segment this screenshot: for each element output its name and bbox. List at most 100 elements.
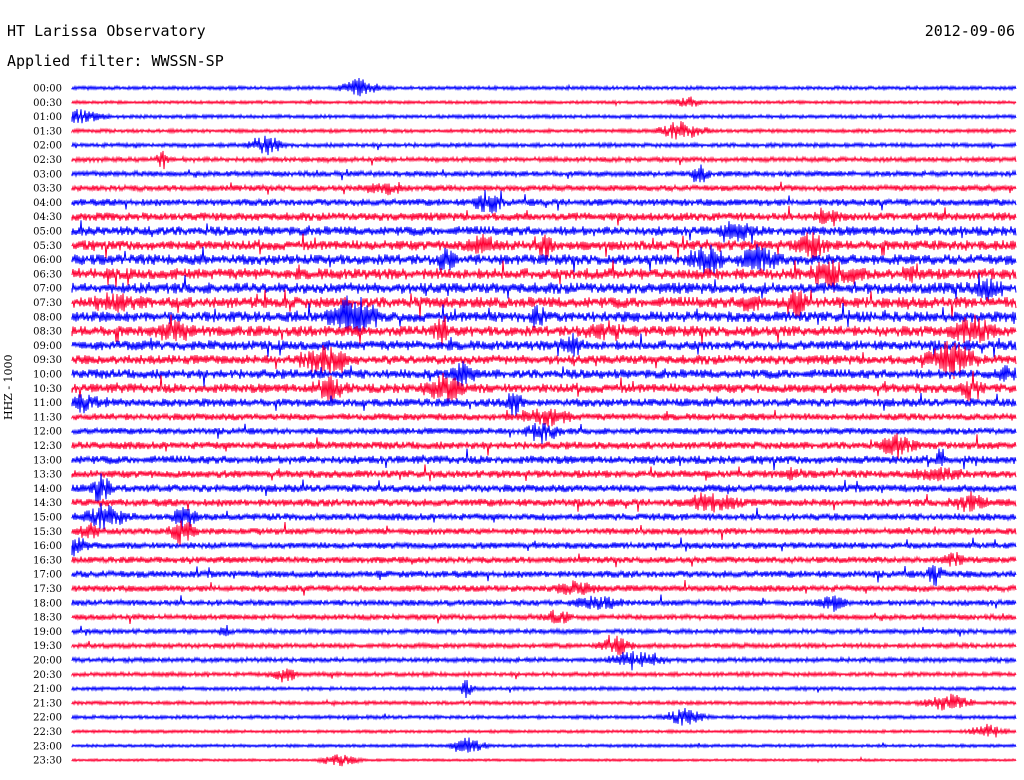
row-time-label: 11:30 <box>33 412 62 423</box>
row-time-label: 17:30 <box>33 584 62 595</box>
row-time-label: 06:00 <box>33 255 62 266</box>
row-time-label: 15:30 <box>33 527 62 538</box>
trace-row <box>71 340 1017 380</box>
row-time-label: 00:30 <box>33 98 62 109</box>
trace-row <box>71 289 1017 319</box>
trace-row <box>71 109 1017 124</box>
trace-row <box>71 295 1017 335</box>
trace-row <box>71 551 1017 568</box>
row-time-label: 01:00 <box>33 112 62 123</box>
trace-row <box>71 634 1017 656</box>
trace-row <box>71 333 1017 358</box>
row-time-label: 16:30 <box>33 555 62 566</box>
trace-row <box>71 503 1017 530</box>
row-time-label: 00:00 <box>33 84 62 95</box>
row-time-label: 04:30 <box>33 212 62 223</box>
row-time-label: 23:30 <box>33 756 62 767</box>
trace-row <box>71 609 1017 624</box>
trace-row <box>71 754 1017 767</box>
row-time-label: 11:00 <box>33 398 62 409</box>
row-time-label: 20:30 <box>33 670 62 681</box>
record-date: 2012-09-06 <box>924 22 1015 40</box>
row-time-label: 12:00 <box>33 427 62 438</box>
row-time-label: 19:30 <box>33 641 62 652</box>
row-time-label: 22:00 <box>33 713 62 724</box>
row-time-label: 13:30 <box>33 470 62 481</box>
trace-row <box>71 361 1017 387</box>
trace-row <box>71 393 1017 417</box>
trace-row <box>71 723 1017 738</box>
trace-row <box>71 314 1017 346</box>
trace-row <box>71 448 1017 471</box>
trace-row <box>71 520 1017 546</box>
trace-row <box>71 693 1017 711</box>
trace-row <box>71 77 1017 97</box>
row-time-label: 03:00 <box>33 169 62 180</box>
trace-row <box>71 579 1017 596</box>
trace-row <box>71 135 1017 156</box>
row-time-label: 16:00 <box>33 541 62 552</box>
trace-row <box>71 205 1017 227</box>
row-time-label: 18:30 <box>33 613 62 624</box>
row-time-label: 13:00 <box>33 455 62 466</box>
trace-row <box>71 422 1017 444</box>
trace-row <box>71 737 1017 753</box>
trace-row <box>71 433 1017 460</box>
row-time-label: 23:00 <box>33 741 62 752</box>
row-time-label: 14:00 <box>33 484 62 495</box>
row-time-label: 21:00 <box>33 684 62 695</box>
row-time-label: 20:00 <box>33 656 62 667</box>
row-time-label: 09:00 <box>33 341 62 352</box>
trace-row <box>71 537 1017 557</box>
trace-row <box>71 668 1017 683</box>
trace-row <box>71 491 1017 513</box>
trace-row <box>71 565 1017 587</box>
row-time-label: 07:00 <box>33 284 62 295</box>
row-time-label: 08:00 <box>33 312 62 323</box>
row-time-label: 04:00 <box>33 198 62 209</box>
row-time-label: 09:30 <box>33 355 62 366</box>
trace-row <box>71 189 1017 214</box>
row-time-label: 02:00 <box>33 141 62 152</box>
observatory-title: HT Larissa Observatory <box>7 22 206 40</box>
row-time-label: 08:30 <box>33 327 62 338</box>
trace-row <box>71 164 1017 183</box>
row-time-label: 05:30 <box>33 241 62 252</box>
row-time-label: 21:30 <box>33 698 62 709</box>
row-time-label: 10:30 <box>33 384 62 395</box>
row-time-label: 07:30 <box>33 298 62 309</box>
trace-row <box>71 181 1017 196</box>
row-time-label: 05:00 <box>33 227 62 238</box>
row-time-label: 15:00 <box>33 513 62 524</box>
trace-row <box>71 220 1017 245</box>
trace-row <box>71 594 1017 612</box>
trace-row <box>71 473 1017 504</box>
trace-row <box>71 150 1017 170</box>
trace-row <box>71 121 1017 140</box>
trace-row <box>71 260 1017 293</box>
trace-row <box>71 408 1017 427</box>
row-time-label: 01:30 <box>33 126 62 137</box>
row-time-label: 06:30 <box>33 269 62 280</box>
row-time-label: 18:00 <box>33 598 62 609</box>
applied-filter: Applied filter: WWSSN-SP <box>7 52 224 70</box>
trace-row <box>71 272 1017 304</box>
row-time-label: 03:30 <box>33 184 62 195</box>
row-time-label: 22:30 <box>33 727 62 738</box>
trace-row <box>71 679 1017 699</box>
trace-row <box>71 232 1017 261</box>
trace-row <box>71 370 1017 403</box>
trace-row <box>71 464 1017 482</box>
trace-row <box>71 624 1017 637</box>
row-time-label: 17:00 <box>33 570 62 581</box>
trace-row <box>71 651 1017 671</box>
row-time-label: 10:00 <box>33 370 62 381</box>
row-time-label: 14:30 <box>33 498 62 509</box>
trace-row <box>71 96 1017 108</box>
trace-row <box>71 707 1017 726</box>
row-time-label: 02:30 <box>33 155 62 166</box>
row-time-label: 12:30 <box>33 441 62 452</box>
row-time-label: 19:00 <box>33 627 62 638</box>
trace-row <box>71 244 1017 277</box>
